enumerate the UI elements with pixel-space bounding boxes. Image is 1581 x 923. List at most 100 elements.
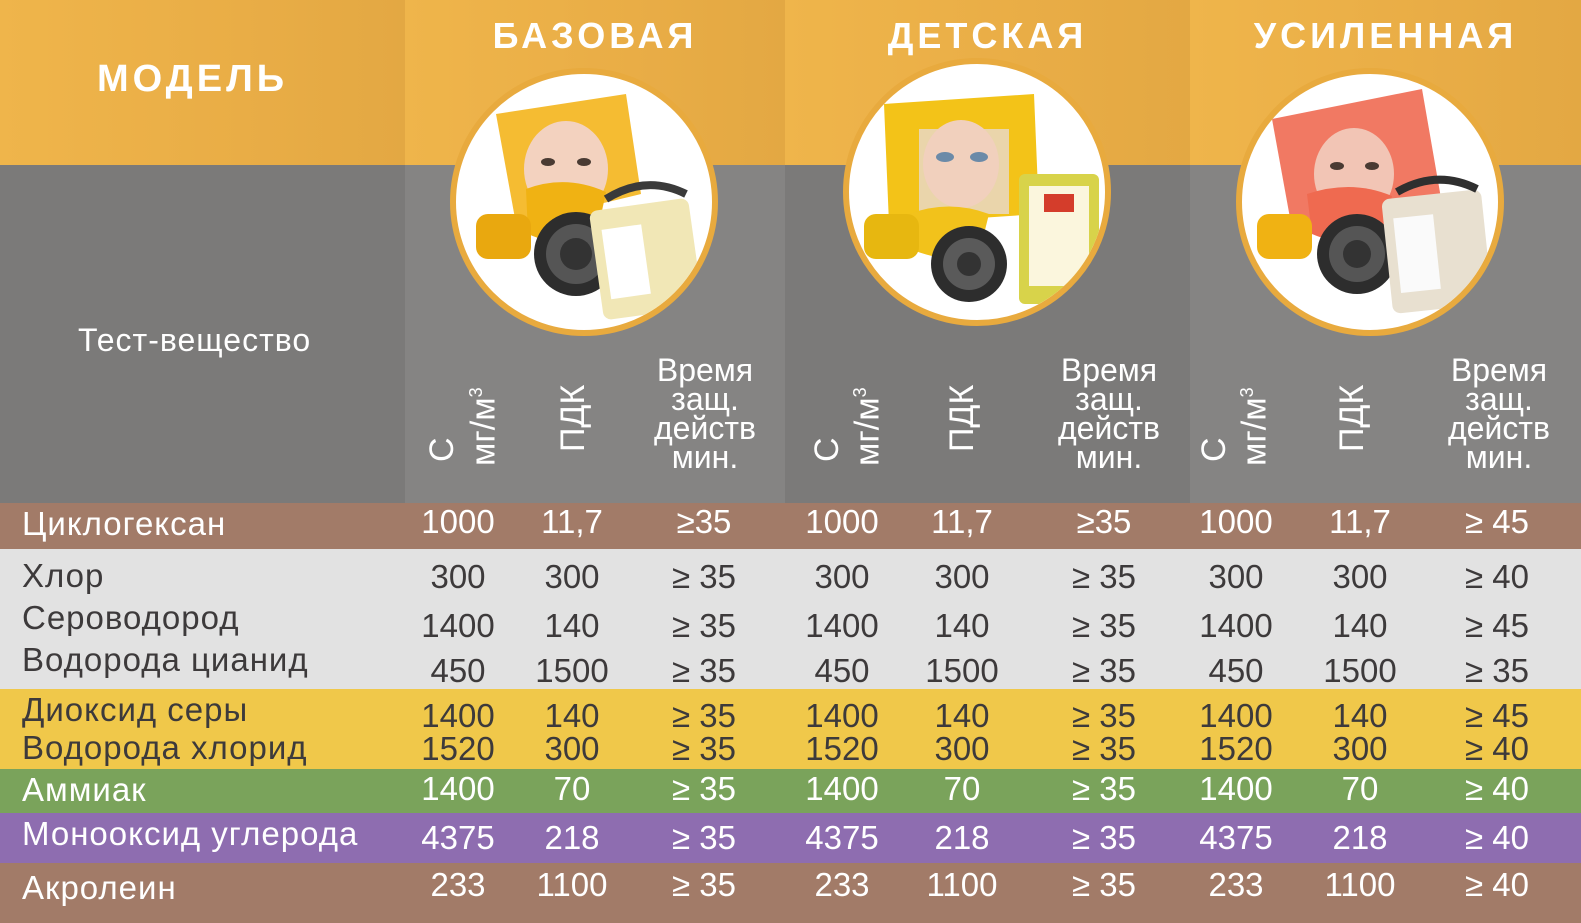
concentration-value: 4375 bbox=[805, 819, 879, 856]
mac-value: 70 bbox=[943, 770, 981, 807]
concentration-value: 1400 bbox=[421, 697, 495, 734]
mac-value: 1100 bbox=[536, 866, 608, 903]
mac-value: 1500 bbox=[925, 652, 999, 689]
test-substance-label: Тест-вещество bbox=[78, 322, 312, 358]
group-ammonia bbox=[0, 769, 1581, 813]
concentration-value: 4375 bbox=[1199, 819, 1273, 856]
protection-time-value: ≥ 35 bbox=[672, 652, 736, 689]
concentration-value: 1400 bbox=[805, 697, 879, 734]
mac-value: 218 bbox=[544, 819, 600, 856]
concentration-value: 1520 bbox=[805, 730, 879, 767]
mac-value: 140 bbox=[544, 697, 600, 734]
mac-header-basic: ПДК bbox=[554, 384, 592, 452]
concentration-value: 450 bbox=[814, 652, 870, 689]
red-reinforced-hood-icon bbox=[1236, 68, 1504, 336]
mac-value: 218 bbox=[934, 819, 990, 856]
model-header-cell bbox=[0, 0, 405, 165]
mac-header-child: ПДК bbox=[943, 384, 981, 452]
protection-time-value: ≥35 bbox=[1076, 503, 1132, 540]
model-title-child: ДЕТСКАЯ bbox=[887, 15, 1088, 56]
mac-value: 1100 bbox=[926, 866, 998, 903]
protection-time-value: ≥ 40 bbox=[1465, 819, 1529, 856]
concentration-value: 233 bbox=[1208, 866, 1264, 903]
substance-name: Аммиак bbox=[22, 771, 147, 808]
concentration-value: 233 bbox=[814, 866, 870, 903]
protection-time-value: ≥ 35 bbox=[672, 866, 736, 903]
substance-name: Сероводород bbox=[22, 599, 240, 636]
protection-time-value: ≥ 35 bbox=[1072, 558, 1136, 595]
yellow-adult-hood-icon bbox=[450, 68, 718, 336]
concentration-unit-basic: мг/м3 bbox=[464, 387, 503, 466]
protection-time-value: ≥ 35 bbox=[1072, 770, 1136, 807]
protection-time-value: ≥ 35 bbox=[1072, 819, 1136, 856]
group-carbon-monoxide bbox=[0, 813, 1581, 863]
concentration-value: 300 bbox=[1208, 558, 1264, 595]
mac-value: 300 bbox=[544, 730, 600, 767]
protection-time-value: ≥ 35 bbox=[672, 730, 736, 767]
model-label: МОДЕЛЬ bbox=[96, 58, 289, 100]
concentration-unit-reinforced: мг/м3 bbox=[1235, 387, 1274, 466]
mac-value: 300 bbox=[1332, 730, 1388, 767]
mac-value: 11,7 bbox=[541, 503, 603, 540]
mac-value: 140 bbox=[1332, 697, 1388, 734]
mac-value: 1100 bbox=[1324, 866, 1396, 903]
protection-time-value: ≥ 40 bbox=[1465, 866, 1529, 903]
group-halogen-sulfur-cyanide bbox=[0, 549, 1581, 689]
group-cycloalkane bbox=[0, 503, 1581, 549]
protection-time-value: ≥ 35 bbox=[1072, 652, 1136, 689]
concentration-value: 300 bbox=[430, 558, 486, 595]
substance-name: Диоксид серы bbox=[22, 691, 249, 728]
concentration-value: 1400 bbox=[1199, 697, 1273, 734]
mac-value: 11,7 bbox=[931, 503, 993, 540]
concentration-value: 1400 bbox=[805, 770, 879, 807]
concentration-value: 1400 bbox=[1199, 770, 1273, 807]
concentration-value: 1400 bbox=[421, 770, 495, 807]
mac-value: 140 bbox=[934, 697, 990, 734]
group-acid-gases bbox=[0, 689, 1581, 769]
concentration-value: 450 bbox=[430, 652, 486, 689]
mac-value: 70 bbox=[1341, 770, 1379, 807]
concentration-value: 1000 bbox=[421, 503, 495, 540]
mac-value: 300 bbox=[544, 558, 600, 595]
protection-time-value: ≥ 35 bbox=[1072, 607, 1136, 644]
protection-time-value: ≥ 35 bbox=[1465, 652, 1529, 689]
protection-time-value: ≥ 45 bbox=[1465, 503, 1529, 540]
substance-name: Хлор bbox=[22, 557, 105, 594]
mac-value: 300 bbox=[1332, 558, 1388, 595]
concentration-value: 1520 bbox=[421, 730, 495, 767]
concentration-header-basic: С bbox=[423, 437, 461, 462]
protection-time-value: ≥ 35 bbox=[1072, 697, 1136, 734]
mac-value: 140 bbox=[544, 607, 600, 644]
mac-value: 1500 bbox=[535, 652, 609, 689]
group-acrolein bbox=[0, 863, 1581, 923]
protection-time-value: ≥ 35 bbox=[672, 607, 736, 644]
test-substance-header-cell bbox=[0, 165, 405, 503]
substance-name: Водорода цианид bbox=[22, 641, 309, 678]
substance-name: Водорода хлорид bbox=[22, 729, 308, 766]
protection-time-value: ≥ 40 bbox=[1465, 730, 1529, 767]
substance-name: Акролеин bbox=[22, 869, 177, 906]
protection-time-value: ≥ 35 bbox=[1072, 866, 1136, 903]
concentration-value: 1000 bbox=[1199, 503, 1273, 540]
time-header-reinforced: Время защ. действ мин. bbox=[1448, 352, 1550, 475]
mac-value: 140 bbox=[1332, 607, 1388, 644]
model-title-basic: БАЗОВАЯ bbox=[492, 15, 698, 56]
model-title-reinforced: УСИЛЕННАЯ bbox=[1253, 15, 1518, 56]
concentration-value: 1520 bbox=[1199, 730, 1273, 767]
time-header-basic: Время защ. действ мин. bbox=[654, 352, 756, 475]
concentration-value: 233 bbox=[430, 866, 486, 903]
mac-value: 300 bbox=[934, 730, 990, 767]
protection-time-value: ≥35 bbox=[676, 503, 732, 540]
mac-value: 300 bbox=[934, 558, 990, 595]
concentration-value: 450 bbox=[1208, 652, 1264, 689]
concentration-header-child: С bbox=[808, 437, 846, 462]
mac-header-reinforced: ПДК bbox=[1333, 384, 1371, 452]
time-header-child: Время защ. действ мин. bbox=[1058, 352, 1160, 475]
protection-time-value: ≥ 35 bbox=[672, 558, 736, 595]
protection-time-value: ≥ 40 bbox=[1465, 770, 1529, 807]
mac-value: 70 bbox=[553, 770, 591, 807]
mac-value: 1500 bbox=[1323, 652, 1397, 689]
concentration-unit-child: мг/м3 bbox=[848, 387, 887, 466]
concentration-value: 1400 bbox=[421, 607, 495, 644]
